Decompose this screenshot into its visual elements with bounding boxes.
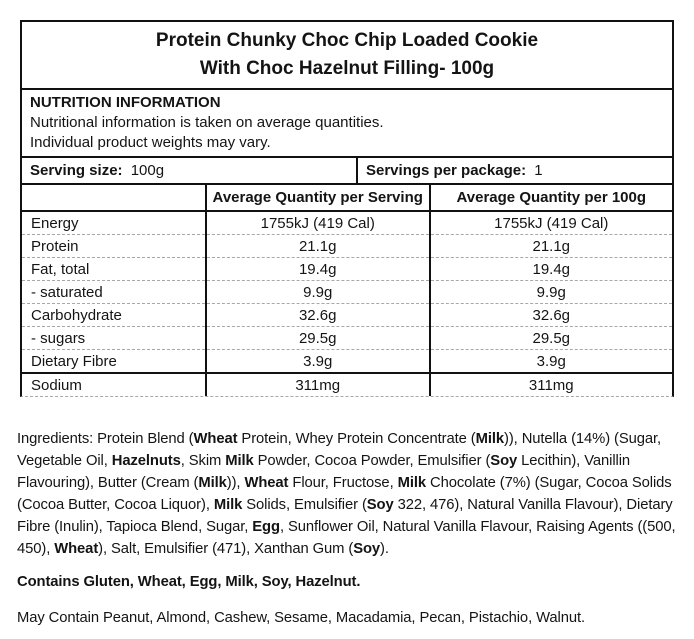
nutrition-info-note2: Individual product weights may vary. — [30, 134, 271, 151]
header-nutrient — [22, 185, 207, 212]
table-row: Carbohydrate 32.6g 32.6g — [22, 303, 672, 327]
row-per-100g: 29.5g — [429, 326, 672, 350]
row-per-serving: 3.9g — [205, 349, 431, 373]
table-row: Protein 21.1g 21.1g — [22, 234, 672, 258]
row-per-serving: 32.6g — [205, 303, 431, 327]
header-per-100g: Average Quantity per 100g — [429, 185, 672, 212]
row-per-100g: 21.1g — [429, 234, 672, 258]
serving-size-cell: Serving size: 100g — [22, 158, 356, 183]
may-contain-statement: May Contain Peanut, Almond, Cashew, Sesa… — [17, 610, 586, 626]
header-per-serving: Average Quantity per Serving — [205, 185, 431, 212]
row-per-100g: 1755kJ (419 Cal) — [494, 214, 609, 232]
row-per-100g: 3.9g — [429, 349, 672, 373]
contains-statement: Contains Gluten, Wheat, Egg, Milk, Soy, … — [17, 574, 361, 590]
row-label: - saturated — [22, 280, 207, 304]
product-title: Protein Chunky Choc Chip Loaded Cookie W… — [22, 22, 672, 90]
row-label: Sodium — [22, 372, 207, 396]
row-per-100g: 9.9g — [429, 280, 672, 304]
row-per-100g: 311mg — [429, 372, 672, 396]
serving-info-row: Serving size: 100g Servings per package:… — [22, 158, 672, 185]
row-label: Protein — [22, 234, 207, 258]
table-row: Dietary Fibre 3.9g 3.9g — [22, 349, 672, 373]
row-label: - sugars — [22, 326, 207, 350]
table-header-row: Average Quantity per Serving Average Qua… — [22, 185, 672, 212]
nutrition-info-section: NUTRITION INFORMATION Nutritional inform… — [22, 90, 672, 158]
serving-size-value: 100g — [130, 162, 165, 179]
row-label: Energy — [22, 211, 207, 235]
servings-per-package-label: Servings per package: — [366, 162, 527, 179]
product-title-line1: Protein Chunky Choc Chip Loaded Cookie — [155, 30, 539, 51]
row-per-100g: 19.4g — [429, 257, 672, 281]
row-label: Fat, total — [22, 257, 207, 281]
row-per-serving: 311mg — [205, 372, 431, 396]
row-per-serving: 9.9g — [205, 280, 431, 304]
nutrition-table: Average Quantity per Serving Average Qua… — [22, 185, 672, 396]
servings-per-package-value: 1 — [534, 162, 543, 179]
nutrition-info-heading: NUTRITION INFORMATION — [30, 94, 221, 111]
serving-size-label: Serving size: — [30, 162, 123, 179]
table-row: Sodium 311mg 311mg — [22, 372, 672, 396]
table-row: Energy 1755kJ (419 Cal) 1755kJ (419 Cal) — [22, 211, 672, 235]
row-per-serving: 19.4g — [205, 257, 431, 281]
row-label: Dietary Fibre — [22, 349, 207, 373]
table-row: - saturated 9.9g 9.9g — [22, 280, 672, 304]
ingredients-paragraph: Ingredients: Protein Blend (Wheat Protei… — [17, 431, 676, 557]
table-row: - sugars 29.5g 29.5g — [22, 326, 672, 350]
row-per-100g: 32.6g — [429, 303, 672, 327]
servings-per-package-cell: Servings per package: 1 — [356, 158, 672, 183]
nutrition-info-note1: Nutritional information is taken on aver… — [30, 114, 384, 131]
row-per-serving: 1755kJ (419 Cal) — [205, 211, 431, 235]
row-label: Carbohydrate — [22, 303, 207, 327]
bottom-text-blocks: Ingredients: Protein Blend (Wheat Protei… — [17, 428, 683, 629]
table-row: Fat, total 19.4g 19.4g — [22, 257, 672, 281]
nutrition-label-box: Protein Chunky Choc Chip Loaded Cookie W… — [20, 20, 674, 397]
product-title-line2: With Choc Hazelnut Filling- 100g — [199, 58, 495, 79]
row-per-serving: 21.1g — [205, 234, 431, 258]
row-per-serving: 29.5g — [205, 326, 431, 350]
